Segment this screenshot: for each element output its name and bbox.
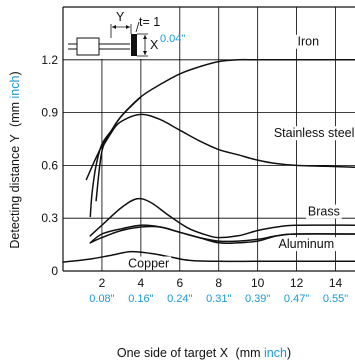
series-line-iron-1 xyxy=(85,58,355,181)
curve-label-bg-stainless-steel xyxy=(271,126,355,141)
x-tick-inch-label: 0.31" xyxy=(206,293,231,305)
inset-t-label: t= 1 xyxy=(139,15,160,29)
curve-label-iron: Iron xyxy=(298,35,320,49)
inset-x-inch-label: 0.04" xyxy=(160,33,185,45)
inset-target-plate xyxy=(131,34,137,56)
x-tick-label: 14 xyxy=(329,276,343,290)
x-axis-unit-inch: inch xyxy=(264,346,287,360)
y-tick-label: 0 xyxy=(51,264,58,278)
curve-label-bg-copper xyxy=(126,256,172,271)
curve-label-bg-iron xyxy=(295,34,322,49)
x-axis-unit-suffix: ) xyxy=(287,346,291,360)
y-tick-label: 0.9 xyxy=(41,106,58,120)
x-tick-inch-label: 0.24" xyxy=(167,293,192,305)
x-axis-title-main: One side of target X xyxy=(117,346,229,360)
inset-sensor-body xyxy=(76,37,100,56)
x-tick-inch-label: 0.55" xyxy=(323,293,348,305)
x-tick-inch-label: 0.39" xyxy=(245,293,270,305)
series-line-aluminum-1 xyxy=(89,224,355,244)
y-axis-title-main: Detecting distance Y xyxy=(8,134,22,249)
inset-x-arrowhead-top xyxy=(143,35,147,39)
x-tick-inch-label: 0.47" xyxy=(284,293,309,305)
series-line-stainless-steel-2 xyxy=(101,131,113,149)
inset-x-label: X xyxy=(150,38,159,52)
x-tick-label: 12 xyxy=(290,276,304,290)
curve-label-copper: Copper xyxy=(128,256,169,270)
y-axis-unit-prefix: (mm xyxy=(8,98,22,126)
x-tick-label: 4 xyxy=(138,276,145,290)
x-tick-inch-label: 0.08" xyxy=(89,293,114,305)
series-line-iron-2 xyxy=(89,96,142,218)
inset-t-arrow xyxy=(135,21,140,33)
x-tick-inch-label: 0.16" xyxy=(128,293,153,305)
axes xyxy=(62,6,355,272)
x-tick-label: 6 xyxy=(176,276,183,290)
curve-label-bg-brass xyxy=(305,204,342,219)
curve-label-aluminum: Aluminum xyxy=(279,237,335,251)
inset-y-label: Y xyxy=(116,10,125,24)
inset-background xyxy=(62,7,142,59)
curve-label-stainless-steel: Stainless steel xyxy=(274,126,355,140)
series-lines xyxy=(62,58,355,263)
series-line-stainless-steel-1 xyxy=(95,113,355,202)
x-axis-unit-prefix: (mm xyxy=(236,346,264,360)
y-axis-title: Detecting distance Y (mm inch) xyxy=(8,71,22,248)
y-tick-label: 0.3 xyxy=(41,211,58,225)
y-axis-unit-suffix: ) xyxy=(8,71,22,75)
x-axis-title: One side of target X (mm inch) xyxy=(117,346,291,360)
x-tick-label: 2 xyxy=(99,276,106,290)
y-axis-unit-inch: inch xyxy=(8,75,22,98)
sensor-inset-diagram: Y t= 1 X 0.04" xyxy=(62,7,185,59)
series-line-brass-1 xyxy=(89,197,355,239)
x-tick-label: 8 xyxy=(215,276,222,290)
inset-x-arrowhead-bottom xyxy=(143,51,147,55)
inset-y-arrowhead-right xyxy=(126,25,130,29)
tick-labels: 0 0.3 0.6 0.9 1.2 2 0.08" 4 0.16" 6 0.24" 8 0.31" 10 0… xyxy=(41,53,348,305)
series-line-copper-1 xyxy=(62,250,355,263)
curve-label-brass: Brass xyxy=(308,205,340,219)
curve-labels: Iron Stainless steel Brass Aluminum Copper xyxy=(126,34,355,271)
x-tick-label: 10 xyxy=(251,276,265,290)
y-tick-label: 0.6 xyxy=(41,158,58,172)
y-tick-label: 1.2 xyxy=(41,53,58,67)
curve-label-bg-aluminum xyxy=(276,237,337,252)
inset-y-arrowhead-left xyxy=(112,25,116,29)
